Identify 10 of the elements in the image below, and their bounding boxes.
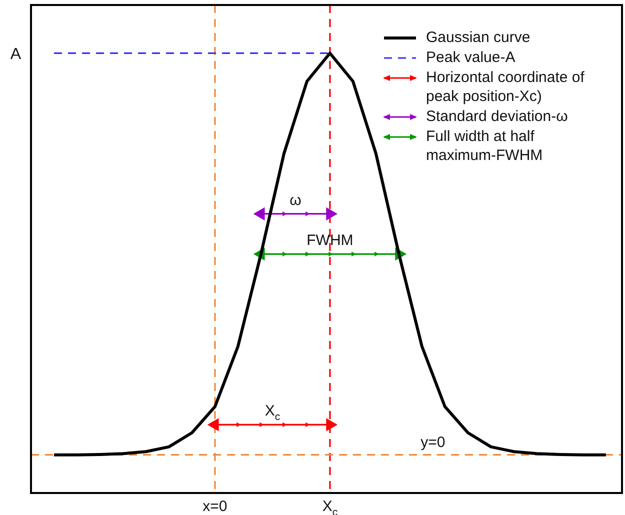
text: A	[10, 46, 22, 64]
legend-label: Standard deviation-ω	[426, 107, 568, 126]
annotation: ω	[290, 192, 302, 209]
legend-label: Horizontal coordinate of peak position-Xc)	[426, 68, 586, 106]
x-tick-label: x=0	[202, 498, 228, 515]
legend-label: Full width at half maximum-FWHM	[426, 127, 544, 165]
annotation: FWHM	[306, 232, 354, 250]
legend-label: Gaussian curve	[426, 28, 530, 47]
ref-line-label: y=0	[420, 434, 446, 451]
legend-label: Peak value-A	[426, 48, 516, 67]
